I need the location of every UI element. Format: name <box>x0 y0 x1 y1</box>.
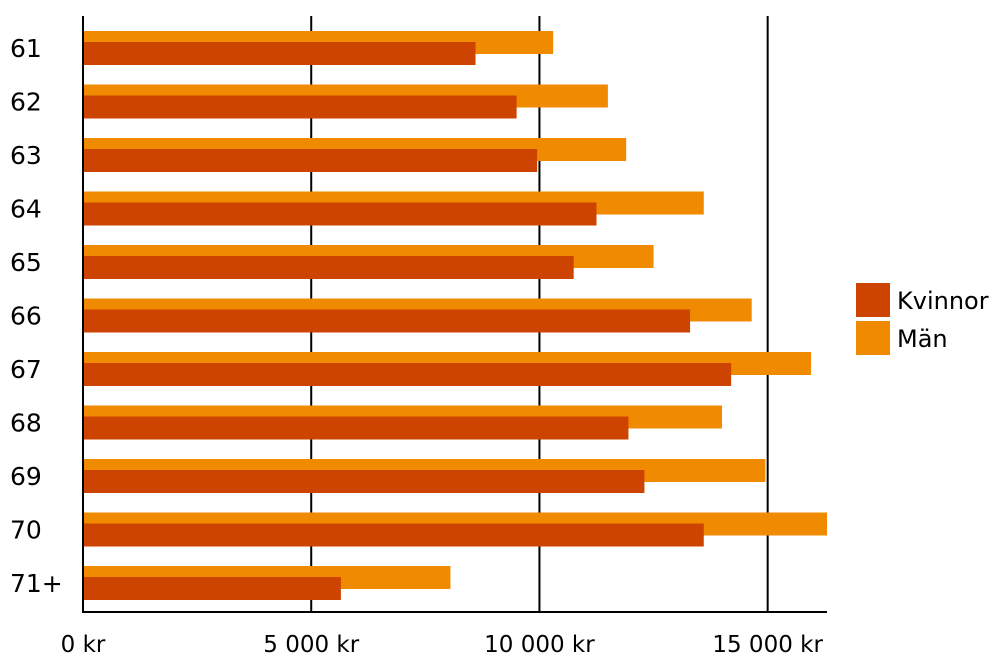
x-tick-label-0: 0 kr <box>61 632 106 657</box>
category-label-61: 61 <box>10 34 42 63</box>
category-label-64: 64 <box>10 195 42 224</box>
bar-kvinnor-66 <box>83 309 691 333</box>
bar-kvinnor-63 <box>83 149 538 172</box>
category-label-66: 66 <box>10 302 42 331</box>
category-labels: 61 62 63 64 65 66 67 68 69 70 71+ <box>10 34 63 598</box>
category-label-65: 65 <box>10 248 42 277</box>
bar-kvinnor-64 <box>83 202 597 226</box>
legend-label-1: Män <box>897 325 948 353</box>
category-label-62: 62 <box>10 88 42 117</box>
x-tick-labels: 0 kr 5 000 kr 10 000 kr 15 000 kr <box>61 632 824 657</box>
bar-kvinnor-67 <box>83 363 732 386</box>
category-label-67: 67 <box>10 355 42 384</box>
category-label-69: 69 <box>10 462 42 491</box>
axes <box>82 16 827 613</box>
bar-kvinnor-71+ <box>83 577 341 600</box>
legend-label-0: Kvinnor <box>897 287 989 315</box>
bar-kvinnor-65 <box>83 256 574 279</box>
bar-kvinnor-61 <box>83 42 476 65</box>
legend-swatch-1 <box>856 321 890 355</box>
bars <box>83 31 827 600</box>
legend: Kvinnor Män <box>856 283 989 355</box>
legend-swatch-0 <box>856 283 890 317</box>
category-label-68: 68 <box>10 409 42 438</box>
x-tick-label-3: 15 000 kr <box>712 632 823 657</box>
bar-kvinnor-62 <box>83 95 517 119</box>
category-label-71+: 71+ <box>10 569 63 598</box>
bar-kvinnor-69 <box>83 470 645 493</box>
x-tick-label-2: 10 000 kr <box>484 632 595 657</box>
bar-kvinnor-70 <box>83 523 704 547</box>
x-tick-label-1: 5 000 kr <box>263 632 359 657</box>
bar-kvinnor-68 <box>83 416 629 440</box>
category-label-63: 63 <box>10 141 42 170</box>
category-label-70: 70 <box>10 516 42 545</box>
